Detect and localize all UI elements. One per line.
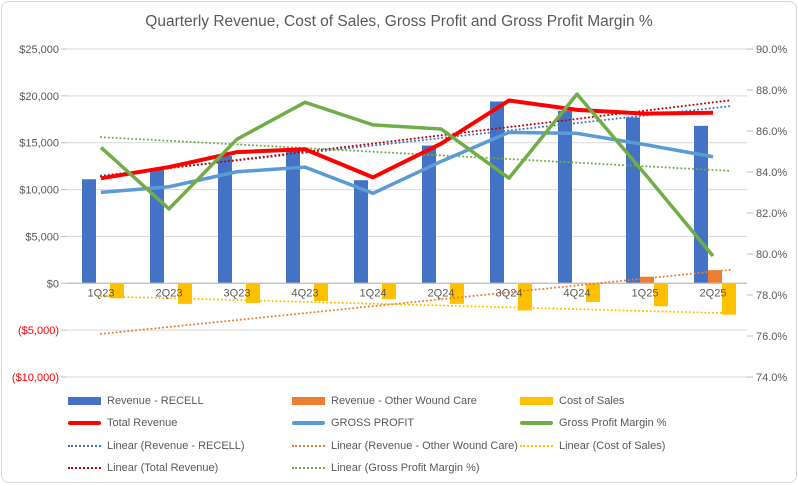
left-axis-label: $5,000 bbox=[25, 231, 59, 243]
bar bbox=[178, 283, 192, 304]
x-axis-label: 2Q24 bbox=[428, 287, 455, 299]
x-axis-label: 1Q23 bbox=[88, 287, 115, 299]
trendline-linear-cost-of-sales- bbox=[100, 295, 732, 315]
bars-revenue-other-wound-care bbox=[640, 270, 722, 284]
right-axis-label: 76.0% bbox=[756, 331, 787, 343]
bar bbox=[382, 283, 396, 300]
x-axis-label: 3Q23 bbox=[224, 287, 251, 299]
bar bbox=[626, 117, 640, 284]
bar bbox=[82, 179, 96, 284]
bar bbox=[722, 283, 736, 315]
x-axis-labels: 1Q23 2Q23 3Q23 4Q23 1Q24 2Q24 3Q24 4Q24 1Q25 2Q25 bbox=[88, 287, 727, 299]
left-axis-label: $15,000 bbox=[19, 138, 59, 150]
left-axis-label: $20,000 bbox=[19, 91, 59, 103]
right-axis-label: 86.0% bbox=[756, 126, 787, 138]
left-axis-label: ($5,000) bbox=[18, 325, 59, 337]
x-axis-label: 3Q24 bbox=[496, 287, 523, 299]
right-axis-label: 84.0% bbox=[756, 167, 787, 179]
bar bbox=[558, 110, 572, 284]
line-gross-profit bbox=[100, 130, 714, 196]
right-axis-label: 90.0% bbox=[756, 44, 787, 56]
bar bbox=[694, 125, 708, 284]
x-axis-label: 2Q25 bbox=[700, 287, 727, 299]
line-total-revenue bbox=[100, 98, 714, 181]
x-axis-label: 1Q24 bbox=[360, 287, 387, 299]
right-axis-label: 80.0% bbox=[756, 249, 787, 261]
x-axis-label: 4Q23 bbox=[292, 287, 319, 299]
left-axis-label: $0 bbox=[47, 278, 59, 290]
bar bbox=[218, 155, 232, 284]
chart-title: Quarterly Revenue, Cost of Sales, Gross … bbox=[145, 13, 653, 30]
line-gross-profit-margin- bbox=[99, 92, 715, 258]
bar bbox=[422, 145, 436, 284]
bar bbox=[354, 180, 368, 284]
bar bbox=[246, 283, 260, 303]
bar bbox=[708, 270, 722, 284]
bar bbox=[586, 283, 600, 303]
trendline-linear-total-revenue- bbox=[100, 99, 732, 178]
right-axis-label: 78.0% bbox=[756, 290, 787, 302]
bar bbox=[640, 276, 654, 284]
bar bbox=[286, 150, 300, 284]
x-axis-label: 1Q25 bbox=[632, 287, 659, 299]
left-axis-label: $25,000 bbox=[19, 44, 59, 56]
bar bbox=[490, 101, 504, 284]
bar bbox=[654, 283, 668, 307]
bars-revenue-recell bbox=[82, 101, 708, 284]
right-axis-label: 82.0% bbox=[756, 208, 787, 220]
right-axis: 90.0% 88.0% 86.0% 84.0% 82.0% 80.0% 78.0% 76.0%… bbox=[747, 44, 787, 384]
trendline-linear-revenue-other-wound-care- bbox=[100, 268, 732, 335]
right-axis-label: 74.0% bbox=[756, 372, 787, 384]
bar bbox=[314, 283, 328, 302]
bar bbox=[150, 168, 164, 284]
x-axis-label: 2Q23 bbox=[156, 287, 183, 299]
left-axis-label: $10,000 bbox=[19, 185, 59, 197]
left-axis-label: ($10,000) bbox=[12, 372, 59, 384]
bar bbox=[110, 283, 124, 299]
right-axis-label: 88.0% bbox=[756, 85, 787, 97]
x-axis-label: 4Q24 bbox=[564, 287, 591, 299]
